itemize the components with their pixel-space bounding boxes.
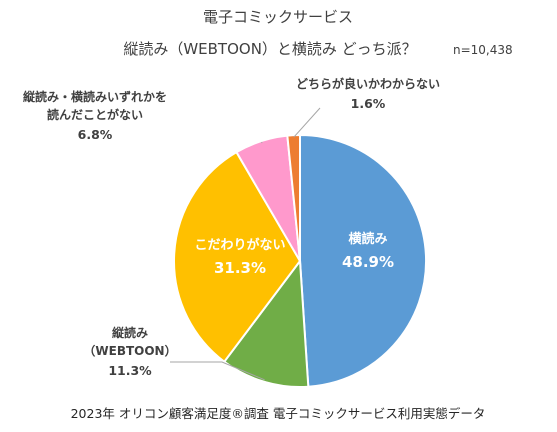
pie (173, 133, 427, 389)
footer-source: 2023年 オリコン顧客満足度®調査 電子コミックサービス利用実態データ (71, 406, 486, 421)
slice-label-3-line-1: 読んだことがない (47, 107, 143, 122)
slice-label-2-line-0: こだわりがない (194, 237, 285, 253)
sample-size-label: n=10,438 (453, 43, 513, 57)
slice-label-1-line-0: 縦読み (112, 325, 148, 340)
slice-label-4-line-0: どちらが良いかわからない (296, 76, 440, 91)
pie-slice-0 (299, 133, 427, 388)
slice-label-3-line-0: 縦読み・横読みいずれかを (23, 89, 167, 104)
leader-line-1 (170, 361, 265, 381)
slice-value-1: 11.3% (108, 363, 152, 378)
chart-subtitle: 縦読み（WEBTOON）と横読み どっち派？ (123, 40, 416, 58)
slice-value-4: 1.6% (351, 96, 386, 111)
slice-label-1-line-1: （WEBTOON） (83, 343, 176, 358)
leader-line-4 (293, 107, 321, 138)
slice-labels: 横読み 48.9% 縦読み （WEBTOON） 11.3% こだわりがない 31.3% 縦読み… (23, 76, 440, 381)
slice-value-0: 48.9% (342, 253, 394, 271)
slice-value-3: 6.8% (78, 127, 113, 142)
slice-label-0-line-0: 横読み (348, 231, 387, 247)
pie-slice-4 (286, 133, 301, 262)
pie-slice-2 (173, 150, 302, 364)
slice-value-2: 31.3% (214, 259, 266, 277)
chart-title: 電子コミックサービス (203, 8, 353, 26)
